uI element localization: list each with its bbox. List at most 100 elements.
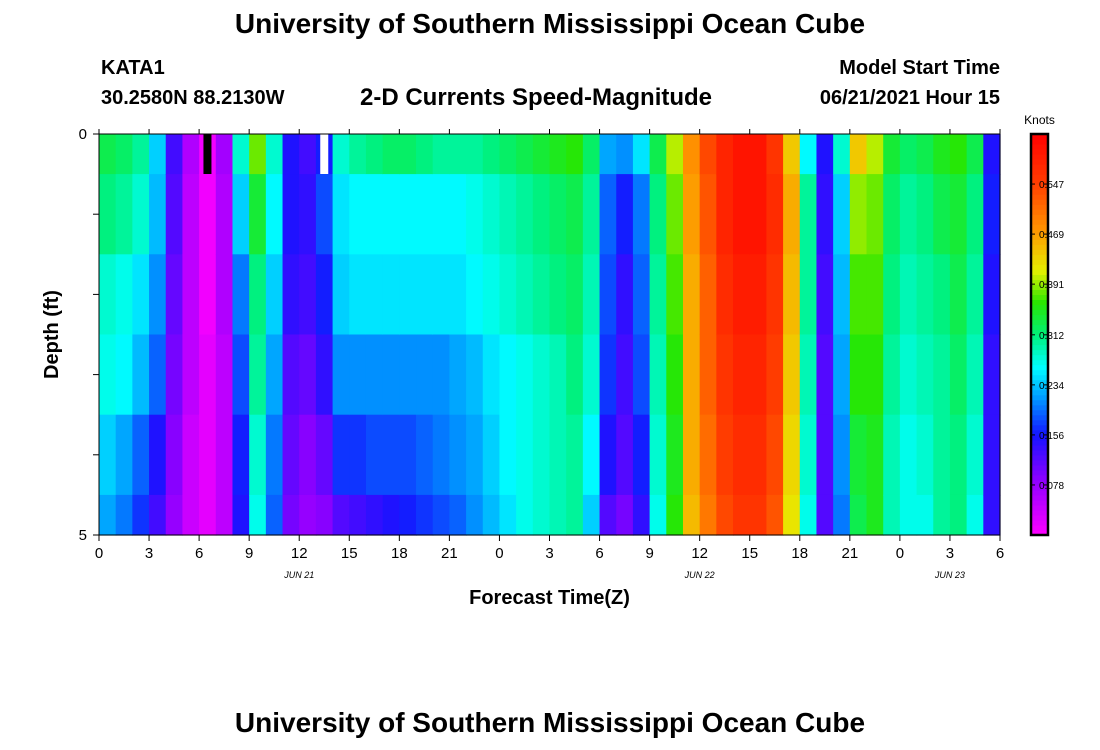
heatmap-cell bbox=[699, 174, 717, 255]
heatmap-cell bbox=[749, 254, 768, 336]
heatmap-cell bbox=[299, 174, 317, 255]
heatmap-cell bbox=[866, 174, 884, 255]
heatmap-cell bbox=[315, 494, 334, 536]
heatmap-cell bbox=[382, 254, 400, 336]
heatmap-cell bbox=[165, 414, 184, 496]
heatmap-cell bbox=[99, 174, 117, 255]
heatmap-cell bbox=[849, 494, 868, 536]
heatmap-cell bbox=[582, 134, 601, 175]
colorbar-segment bbox=[1031, 144, 1048, 150]
heatmap-cell bbox=[933, 334, 951, 416]
heatmap-cell bbox=[682, 134, 701, 175]
heatmap-cell bbox=[149, 334, 167, 416]
x-tick-label: 15 bbox=[341, 545, 358, 562]
heatmap-cell bbox=[599, 134, 617, 175]
heatmap-cell bbox=[566, 414, 584, 496]
heatmap-cell bbox=[282, 334, 300, 416]
colorbar-segment bbox=[1031, 489, 1048, 496]
x-tick-label: 0 bbox=[495, 545, 503, 562]
heatmap-cell bbox=[716, 334, 734, 416]
heatmap-cell bbox=[466, 414, 484, 496]
colorbar-segment bbox=[1031, 429, 1048, 436]
heatmap-cell bbox=[532, 174, 551, 255]
heatmap-cells bbox=[99, 134, 1001, 536]
x-tick-label: 0 bbox=[896, 545, 904, 562]
colorbar-segment bbox=[1031, 359, 1048, 366]
colorbar-tick-label: 0.234 bbox=[1039, 381, 1064, 392]
heatmap-cell bbox=[482, 134, 501, 175]
y-tick-label: 0 bbox=[79, 126, 87, 143]
heatmap-cell bbox=[949, 494, 968, 536]
colorbar-segment bbox=[1031, 204, 1048, 210]
heatmap-cell bbox=[666, 254, 684, 336]
heatmap-cell bbox=[716, 174, 734, 255]
heatmap-cell bbox=[549, 134, 567, 175]
colorbar-segment bbox=[1031, 179, 1048, 185]
x-date-label: JUN 21 bbox=[283, 570, 314, 580]
colorbar-segment bbox=[1031, 339, 1048, 346]
heatmap-cell bbox=[499, 254, 517, 336]
colorbar-segment bbox=[1031, 284, 1048, 290]
heatmap-cell bbox=[649, 174, 667, 255]
heatmap-cell bbox=[132, 334, 150, 416]
heatmap-cell bbox=[499, 134, 517, 175]
heatmap-cell bbox=[966, 174, 984, 255]
chart-title: 2-D Currents Speed-Magnitude bbox=[360, 84, 713, 111]
heatmap-cell bbox=[182, 414, 200, 496]
heatmap-cell bbox=[566, 334, 584, 416]
x-tick-label: 6 bbox=[996, 545, 1004, 562]
heatmap-cell bbox=[299, 334, 317, 416]
heatmap-cell bbox=[783, 494, 801, 536]
heatmap-cell bbox=[99, 134, 117, 175]
heatmap-cell bbox=[399, 254, 417, 336]
heatmap-cell bbox=[733, 174, 751, 255]
heatmap-cell bbox=[416, 174, 434, 255]
colorbar-tick-label: 0.156 bbox=[1039, 431, 1064, 442]
heatmap-cell bbox=[516, 174, 534, 255]
heatmap-cell bbox=[399, 334, 417, 416]
heatmap-cell bbox=[699, 334, 717, 416]
heatmap-cell bbox=[365, 254, 384, 336]
colorbar-segment bbox=[1031, 169, 1048, 175]
heatmap-cell bbox=[499, 414, 517, 496]
heatmap-cell bbox=[716, 414, 734, 496]
heatmap-cell bbox=[616, 254, 634, 336]
heatmap-cell bbox=[432, 334, 450, 416]
colorbar-segment bbox=[1031, 464, 1048, 471]
heatmap-cell bbox=[666, 134, 684, 175]
heatmap-cell bbox=[783, 134, 801, 175]
heatmap-cell bbox=[199, 494, 217, 536]
heatmap-cell bbox=[649, 414, 667, 496]
heatmap-cell bbox=[816, 414, 834, 496]
heatmap-cell bbox=[933, 494, 951, 536]
heatmap-cell bbox=[165, 174, 184, 255]
colorbar-segment bbox=[1031, 504, 1048, 511]
heatmap-cell bbox=[666, 334, 684, 416]
heatmap-cell bbox=[799, 494, 818, 536]
x-tick-label: 0 bbox=[95, 545, 103, 562]
colorbar-segment bbox=[1031, 424, 1048, 431]
heatmap-cell bbox=[215, 494, 234, 536]
heatmap-cell bbox=[983, 494, 1001, 536]
heatmap-cell bbox=[315, 414, 334, 496]
heatmap-cell bbox=[466, 494, 484, 536]
heatmap-cell bbox=[883, 134, 901, 175]
heatmap-cell bbox=[115, 414, 133, 496]
heatmap-cell bbox=[849, 414, 868, 496]
heatmap-cell bbox=[799, 254, 818, 336]
heatmap-cell bbox=[499, 494, 517, 536]
x-date-label: JUN 23 bbox=[934, 570, 965, 580]
colorbar-segment bbox=[1031, 294, 1048, 301]
heatmap-cell bbox=[399, 414, 417, 496]
heatmap-cell bbox=[599, 334, 617, 416]
heatmap-cell bbox=[849, 254, 868, 336]
x-tick-label: 18 bbox=[391, 545, 408, 562]
colorbar-segment bbox=[1031, 149, 1048, 155]
heatmap-cell bbox=[766, 414, 784, 496]
heatmap-cell bbox=[149, 254, 167, 336]
x-tick-label: 6 bbox=[595, 545, 603, 562]
heatmap-cell bbox=[432, 134, 450, 175]
heatmap-cell bbox=[299, 494, 317, 536]
heatmap-cell bbox=[716, 254, 734, 336]
colorbar-segment bbox=[1031, 374, 1048, 381]
